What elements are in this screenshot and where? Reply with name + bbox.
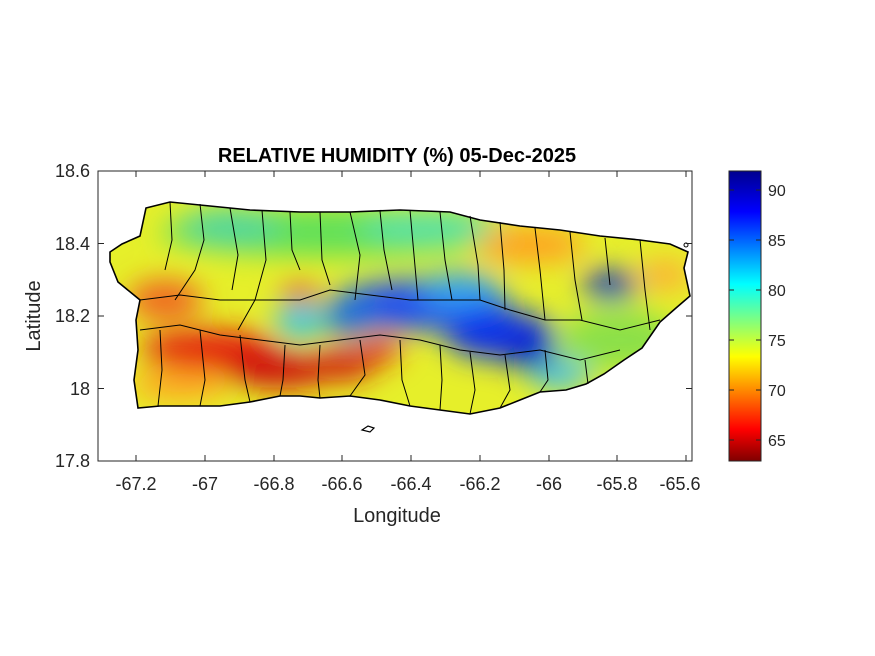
x-tick-label: -67 (192, 474, 218, 494)
y-tick-marks (98, 170, 692, 462)
x-tick-label: -65.6 (659, 474, 700, 494)
x-tick-label: -66.2 (459, 474, 500, 494)
colorbar (728, 170, 762, 462)
x-tick-marks (135, 171, 687, 461)
municipality-boundaries (139, 201, 661, 415)
y-tick-label: 17.8 (55, 451, 90, 471)
y-tick-label: 18.6 (55, 161, 90, 181)
x-tick-label: -66 (536, 474, 562, 494)
y-tick-label: 18.4 (55, 234, 90, 254)
x-axis-label: Longitude (353, 505, 441, 527)
colorbar-tick-marks (729, 189, 761, 441)
colorbar-tick-label: 80 (768, 283, 786, 300)
colorbar-tick-label: 75 (768, 333, 786, 350)
colorbar-tick-label: 65 (768, 433, 786, 450)
y-tick-label: 18.2 (55, 306, 90, 326)
y-tick-label: 18 (70, 379, 90, 399)
colorbar-tick-label: 90 (768, 183, 786, 200)
colorbar-tick-label: 70 (768, 383, 786, 400)
colorbar-tick-label: 85 (768, 233, 786, 250)
x-tick-label: -67.2 (115, 474, 156, 494)
map-title: RELATIVE HUMIDITY (%) 05-Dec-2025 (218, 145, 576, 167)
x-tick-label: -65.8 (596, 474, 637, 494)
x-tick-label: -66.8 (253, 474, 294, 494)
islet-caja-de-muerto (360, 425, 376, 433)
x-tick-label: -66.6 (321, 474, 362, 494)
x-tick-label: -66.4 (390, 474, 431, 494)
y-axis-label: Latitude (23, 280, 45, 351)
